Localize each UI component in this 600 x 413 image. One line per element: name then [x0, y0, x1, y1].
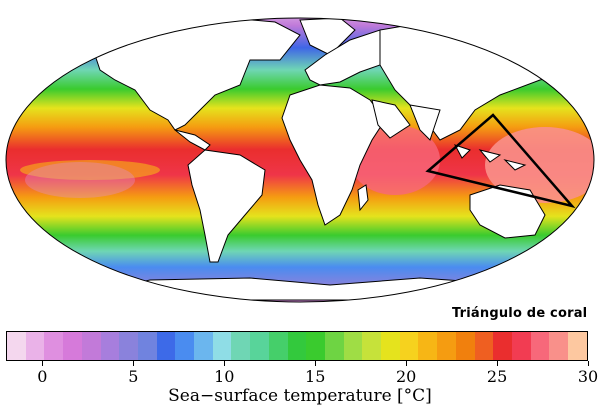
colorbar-segment: [568, 332, 587, 360]
colorbar-tick-label: 30: [577, 367, 599, 386]
north-america: [94, 18, 301, 131]
colorbar-tick-label: 10: [214, 367, 235, 386]
colorbar-segment: [324, 332, 344, 360]
globe-outline: [5, 17, 595, 303]
colorbar-segment: [100, 332, 120, 360]
colorbar-segment: [156, 332, 176, 360]
maritime-islands: [453, 144, 527, 171]
colorbar-tick-mark: [224, 361, 226, 366]
colorbar-segment: [44, 332, 64, 360]
colorbar-tick-label: 20: [395, 367, 417, 386]
colorbar: [6, 331, 588, 361]
madagascar: [357, 184, 369, 212]
colorbar-segment: [250, 332, 269, 360]
colorbar-segment: [287, 332, 307, 360]
colorbar-segment: [474, 332, 494, 360]
africa: [281, 84, 386, 226]
colorbar-segment: [194, 332, 213, 360]
colorbar-segment: [437, 332, 456, 360]
south-america: [187, 149, 266, 263]
colorbar-segment: [119, 332, 138, 360]
east-pacific-magenta: [25, 162, 135, 198]
colorbar-segment: [231, 332, 251, 360]
colorbar-tick-mark: [133, 361, 135, 366]
colorbar-segment: [25, 332, 45, 360]
arabia: [371, 99, 411, 139]
new-zealand: [569, 229, 586, 253]
colorbar-segment: [455, 332, 475, 360]
colorbar-segment: [306, 332, 325, 360]
coral-triangle-label: Triángulo de coral: [452, 306, 588, 321]
colorbar-segment: [399, 332, 419, 360]
coral-triangle-outline: [425, 113, 576, 209]
colorbar-segment: [549, 332, 569, 360]
india: [409, 104, 441, 141]
colorbar-segment: [81, 332, 101, 360]
colorbar-tick-label: 5: [128, 367, 139, 386]
pacific-warm-pool: [485, 127, 594, 203]
colorbar-segment: [343, 332, 363, 360]
colorbar-segment: [530, 332, 550, 360]
australia: [469, 184, 546, 239]
colorbar-segment: [7, 332, 26, 360]
indian-warm-pool: [350, 125, 440, 195]
colorbar-segment: [268, 332, 288, 360]
colorbar-segment: [418, 332, 438, 360]
colorbar-tick-mark: [42, 361, 44, 366]
colorbar-segment: [511, 332, 531, 360]
colorbar-ticks: 0 5 10 15 20 25 30: [0, 361, 600, 387]
world-map: [5, 17, 595, 303]
central-america: [174, 129, 211, 151]
colorbar-segment: [381, 332, 400, 360]
colorbar-tick-label: 15: [305, 367, 326, 386]
colorbar-segment: [362, 332, 382, 360]
colorbar-segment: [493, 332, 512, 360]
colorbar-tick-mark: [497, 361, 499, 366]
colorbar-segment: [175, 332, 195, 360]
colorbar-tick-label: 0: [37, 367, 48, 386]
colorbar-tick-mark: [406, 361, 408, 366]
colorbar-tick-mark: [315, 361, 317, 366]
colorbar-segment: [212, 332, 232, 360]
colorbar-segment: [63, 332, 82, 360]
colorbar-tick-mark: [588, 361, 589, 366]
colorbar-title: Sea−surface temperature [°C]: [168, 386, 432, 406]
pacific-cold-tongue: [20, 160, 160, 180]
colorbar-segment: [137, 332, 157, 360]
colorbar-tick-label: 25: [486, 367, 508, 386]
